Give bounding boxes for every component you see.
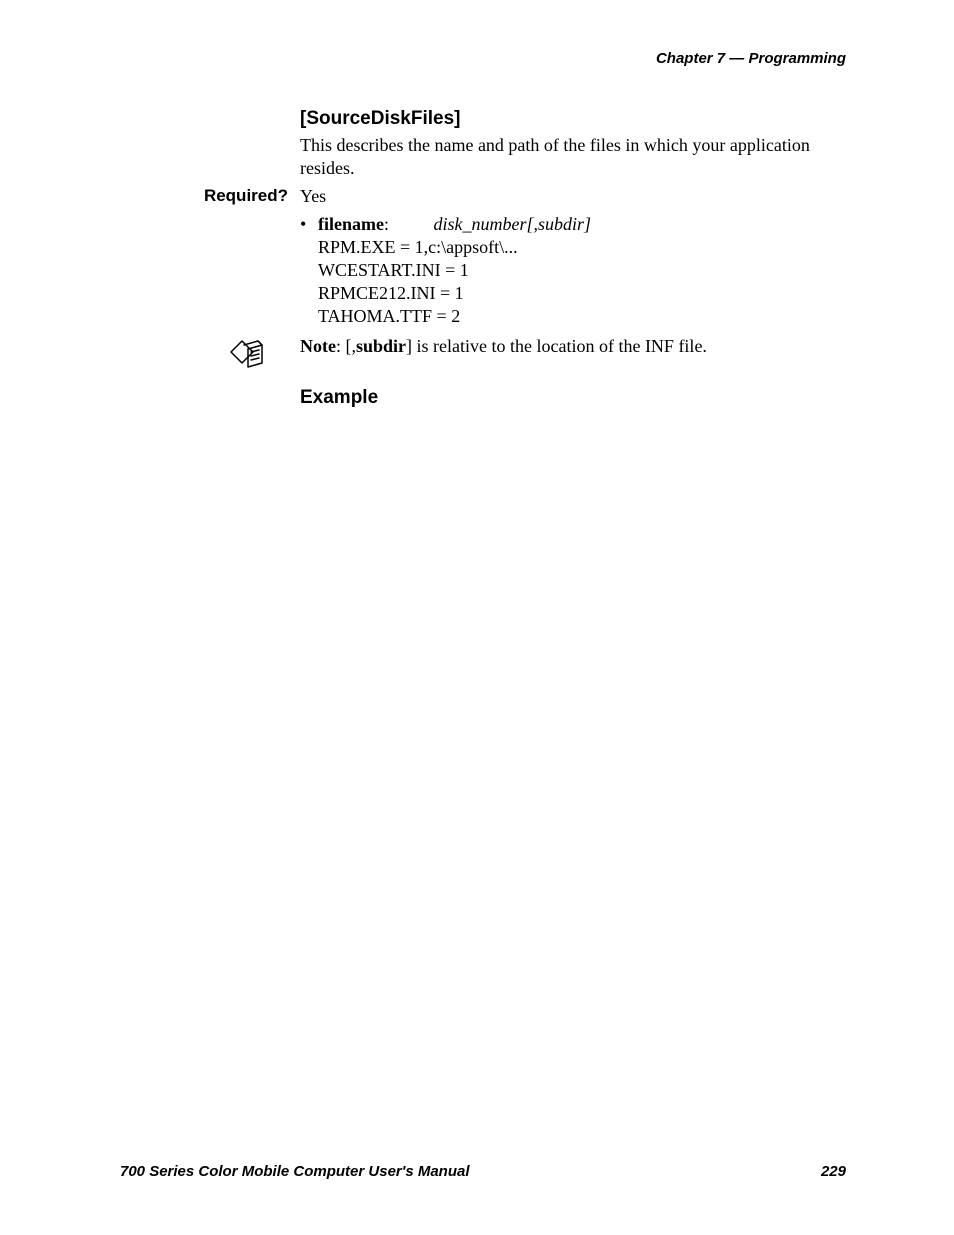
note-label: Note <box>300 336 336 356</box>
note-subdir: subdir <box>356 336 406 356</box>
chapter-label: Chapter 7 — Programming <box>656 50 846 67</box>
note-rest: ] is relative to the location of the INF… <box>406 336 707 356</box>
bullet-first-line: filename: disk_number[,subdir] <box>300 213 846 236</box>
filename-bullet: filename: disk_number[,subdir] RPM.EXE =… <box>300 213 846 328</box>
bullet-line-3: RPMCE212.INI = 1 <box>300 282 846 305</box>
filename-param: disk_number[,subdir] <box>434 214 592 234</box>
note-icon <box>228 338 266 377</box>
required-line: Required? Yes <box>120 186 846 207</box>
bullet-line-1: RPM.EXE = 1,c:\appsoft\... <box>300 236 846 259</box>
bullet-line-4: TAHOMA.TTF = 2 <box>300 305 846 328</box>
page: Chapter 7 — Programming [SourceDiskFiles… <box>0 0 954 1235</box>
note-icon-cell <box>120 336 300 377</box>
bullet-line-2: WCESTART.INI = 1 <box>300 259 846 282</box>
section-description: This describes the name and path of the … <box>300 134 846 180</box>
page-header: Chapter 7 — Programming <box>656 50 846 67</box>
filename-label: filename <box>318 214 384 234</box>
note-colon: : [, <box>336 336 356 356</box>
page-footer: 700 Series Color Mobile Computer User's … <box>120 1163 846 1180</box>
example-heading: Example <box>300 387 846 409</box>
note-text: Note: [,subdir] is relative to the locat… <box>300 336 846 357</box>
required-value: Yes <box>300 186 326 207</box>
section-heading: [SourceDiskFiles] <box>300 108 846 130</box>
footer-page-number: 229 <box>821 1163 846 1180</box>
content-area: [SourceDiskFiles] This describes the nam… <box>120 108 846 409</box>
required-label: Required? <box>120 186 300 207</box>
footer-manual-title: 700 Series Color Mobile Computer User's … <box>120 1163 470 1180</box>
note-row: Note: [,subdir] is relative to the locat… <box>120 336 846 377</box>
filename-colon: : <box>384 214 389 234</box>
